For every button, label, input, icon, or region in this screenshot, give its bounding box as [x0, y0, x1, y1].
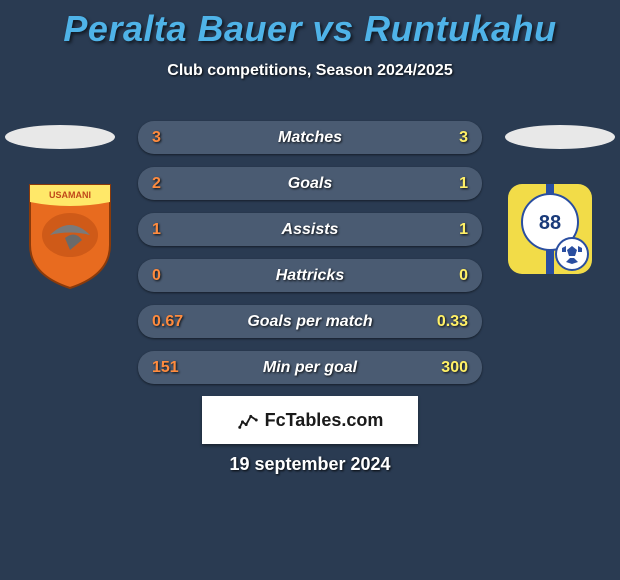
stat-label: Hattricks	[138, 267, 482, 285]
stat-label: Goals per match	[138, 313, 482, 331]
club-badge-left: USAMANI	[20, 180, 120, 290]
stat-label: Goals	[138, 175, 482, 193]
stat-row: 0.67Goals per match0.33	[138, 305, 482, 338]
badge-text-left: USAMANI	[49, 190, 91, 200]
stat-row: 151Min per goal300	[138, 351, 482, 384]
shield-icon: USAMANI	[20, 180, 120, 290]
player-silhouette-right	[505, 125, 615, 149]
stat-row: 0Hattricks0	[138, 259, 482, 292]
stats-table: 3Matches3 2Goals1 1Assists1 0Hattricks0 0.67…	[138, 121, 482, 397]
stat-row: 2Goals1	[138, 167, 482, 200]
player-silhouette-left	[5, 125, 115, 149]
stat-label: Assists	[138, 221, 482, 239]
stat-row: 1Assists1	[138, 213, 482, 246]
date-label: 19 september 2024	[0, 454, 620, 475]
stat-label: Min per goal	[138, 359, 482, 377]
chart-icon	[237, 409, 259, 431]
comparison-infographic: Peralta Bauer vs Runtukahu Club competit…	[0, 0, 620, 580]
branding-bar: FcTables.com	[202, 396, 418, 444]
stat-row: 3Matches3	[138, 121, 482, 154]
page-title: Peralta Bauer vs Runtukahu	[0, 8, 620, 50]
subtitle: Club competitions, Season 2024/2025	[0, 62, 620, 80]
stat-label: Matches	[138, 129, 482, 147]
badge-inner-text: 88	[539, 212, 561, 234]
badge-icon: 88	[500, 180, 600, 290]
branding-text: FcTables.com	[265, 410, 384, 431]
club-badge-right: 88	[500, 180, 600, 290]
